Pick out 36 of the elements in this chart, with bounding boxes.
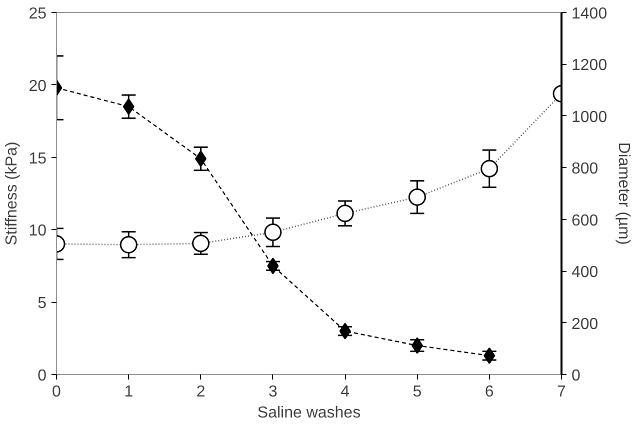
y-tick-label: 10 — [28, 222, 47, 240]
point — [192, 234, 210, 252]
point — [484, 347, 496, 364]
point — [480, 160, 498, 178]
point — [195, 150, 207, 167]
point — [267, 258, 279, 274]
y2-tick-label: 0 — [572, 368, 580, 384]
x-tick-label: 2 — [196, 384, 206, 400]
point — [408, 188, 426, 206]
point — [264, 224, 282, 242]
y-tick-label: 15 — [28, 150, 47, 168]
y-tick-label: 20 — [28, 78, 47, 95]
x-tick-label: 7 — [557, 384, 566, 400]
x-tick-label: 0 — [52, 384, 62, 400]
y-tick-label: 5 — [38, 295, 47, 312]
y2-tick-label: 1000 — [572, 108, 608, 126]
y-tick-label: 0 — [38, 368, 47, 384]
y2-tick-label: 400 — [572, 264, 598, 282]
x-tick-label: 3 — [268, 384, 278, 400]
x-tick-label: 1 — [124, 384, 134, 400]
point — [339, 322, 351, 340]
x-tick-label: 6 — [484, 384, 494, 400]
point — [122, 98, 134, 115]
y2-tick-label: 1200 — [572, 57, 608, 74]
point — [336, 204, 354, 222]
y-axis-title: Stiffness (kPa) — [4, 142, 21, 246]
x-axis-title: Saline washes — [257, 404, 361, 422]
x-tick-label: 4 — [340, 384, 350, 400]
y-tick-label: 25 — [28, 6, 47, 22]
y2-tick-label: 1400 — [572, 6, 608, 22]
y2-tick-label: 800 — [572, 160, 598, 178]
x-tick-label: 5 — [412, 384, 422, 400]
y2-tick-label: 600 — [572, 212, 598, 230]
point — [120, 236, 138, 254]
y2-tick-label: 200 — [572, 316, 598, 333]
y2-axis-title: Diameter (µm) — [615, 142, 632, 245]
